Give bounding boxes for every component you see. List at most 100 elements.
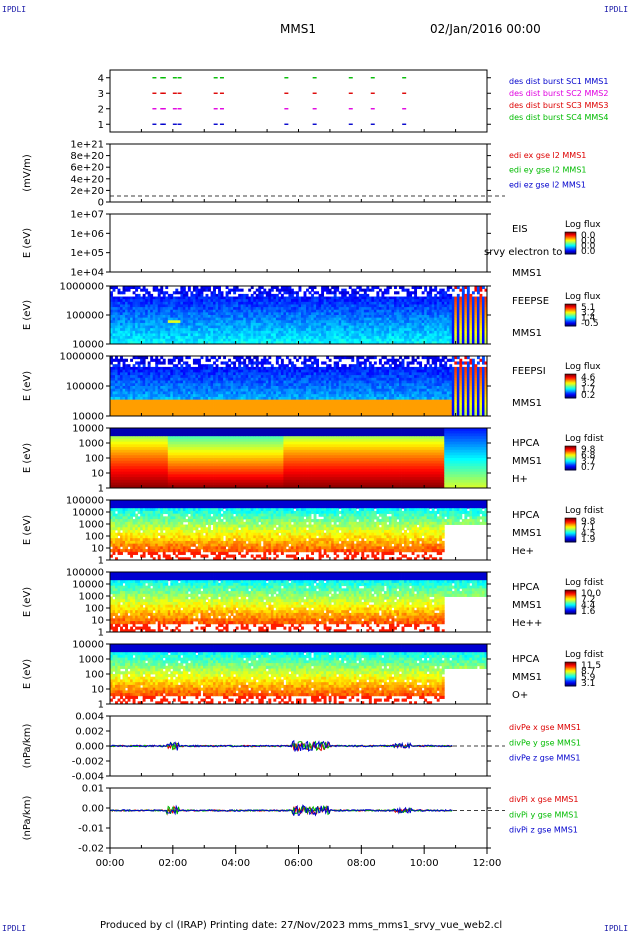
heat-cell [221,394,224,397]
heat-cell [208,323,211,326]
heat-cell [479,297,482,300]
heat-cell [155,328,158,331]
heat-cell [248,359,251,362]
heat-cell [200,381,203,384]
heat-cell [163,328,166,331]
heat-cell [165,389,168,392]
heat-cell [243,318,246,321]
heat-cell [326,383,329,386]
heat-cell [256,323,259,326]
heat-cell [243,302,246,305]
heat-cell [402,312,405,315]
heat-cell [246,375,249,378]
heat-cell [195,405,198,408]
heat-cell [178,391,181,394]
heat-cell [464,310,467,313]
heat-cell [293,312,296,315]
heat-cell [173,326,176,329]
heat-cell [163,370,166,373]
heat-cell [462,320,465,323]
heat-cell [221,391,224,394]
heat-cell [193,405,196,408]
heat-cell [190,391,193,394]
heat-cell [200,405,203,408]
heat-cell [211,336,214,339]
heat-cell [361,326,364,329]
heat-cell [319,315,322,318]
heat-cell [251,302,254,305]
heat-cell [138,367,141,370]
heat-cell [180,299,183,302]
heat-cell [120,408,123,411]
heat-cell [459,333,462,336]
heat-cell [321,326,324,329]
heat-cell [374,331,377,334]
heat-cell [268,320,271,323]
heat-cell [321,297,324,300]
heat-cell [306,389,309,392]
heat-cell [135,315,138,318]
heat-cell [211,394,214,397]
heat-cell [150,411,153,414]
heat-cell [226,394,229,397]
heat-cell [190,328,193,331]
heat-cell [311,302,314,305]
heat-cell [266,378,269,381]
heat-cell [271,394,274,397]
heat-cell [306,394,309,397]
heat-cell [113,411,116,414]
heat-cell [366,336,369,339]
heat-cell [221,302,224,305]
heat-cell [321,336,324,339]
heat-cell [301,331,304,334]
heat-cell [271,297,274,300]
heat-cell [379,318,382,321]
heat-cell [145,402,148,405]
heat-cell [243,297,246,300]
heat-cell [399,299,402,302]
heat-cell [464,333,467,336]
heat-cell [291,315,294,318]
heat-cell [118,302,121,305]
heat-cell [371,328,374,331]
heat-cell [120,326,123,329]
heat-cell [326,315,329,318]
heat-cell [175,372,178,375]
heat-cell [130,307,133,310]
heat-cell [361,333,364,336]
heat-cell [135,389,138,392]
heat-cell [238,307,241,310]
heat-cell [334,289,337,292]
heat-cell [261,359,264,362]
heat-cell [316,383,319,386]
heat-cell [449,326,452,329]
heat-cell [113,299,116,302]
heat-cell [115,400,118,403]
heat-cell [261,326,264,329]
heat-cell [231,318,234,321]
heat-cell [311,381,314,384]
heat-cell [135,323,138,326]
heat-cell [125,383,128,386]
heat-cell [432,312,435,315]
heat-cell [266,320,269,323]
heat-cell [246,389,249,392]
heat-cell [153,367,156,370]
heat-cell [432,307,435,310]
heat-cell [185,294,188,297]
heat-cell [278,367,281,370]
heat-cell [193,411,196,414]
heat-cell [163,389,166,392]
heat-cell [379,304,382,307]
heat-cell [309,375,312,378]
heat-cell [185,339,188,342]
heat-cell [407,339,410,342]
heat-cell [354,326,357,329]
heat-cell [326,397,329,400]
heat-cell [306,364,309,367]
heat-cell [479,302,482,305]
heat-cell [271,339,274,342]
heat-cell [140,320,143,323]
heat-cell [321,302,324,305]
heat-cell [316,304,319,307]
